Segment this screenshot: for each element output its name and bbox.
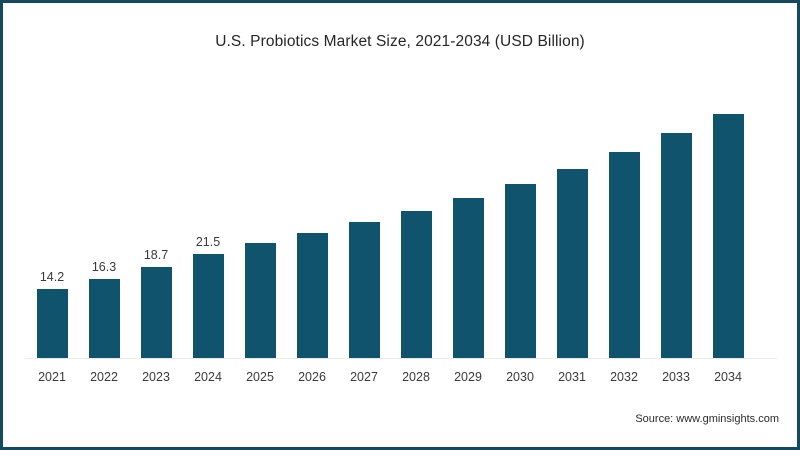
bar-value-label: 21.5: [195, 234, 221, 249]
plot-area: 14.2 2021 16.3 2022 18.7 2023 21.5 2024 2025 2026…: [3, 3, 797, 447]
x-axis-tick-label: 2026: [298, 370, 326, 384]
bar-value-label: 14.2: [39, 269, 65, 284]
x-axis-tick-label: 2033: [662, 370, 690, 384]
bar-group: [88, 278, 120, 358]
bar-value-label: 16.3: [91, 259, 117, 274]
chart-title: U.S. Probiotics Market Size, 2021-2034 (…: [215, 33, 585, 50]
bar[interactable]: [296, 233, 328, 358]
bar[interactable]: [452, 198, 484, 358]
bar-group: [296, 233, 328, 358]
bar-group: [140, 267, 172, 358]
x-axis-tick-label: 2030: [506, 370, 534, 384]
bar-group: [36, 289, 68, 358]
x-axis-tick-label: 2025: [246, 370, 274, 384]
bar[interactable]: [660, 132, 692, 358]
bar[interactable]: [88, 278, 120, 358]
x-axis-tick-label: 2032: [610, 370, 638, 384]
x-axis-tick-label: 2023: [142, 370, 170, 384]
bar[interactable]: [36, 289, 68, 358]
bar-group: [452, 198, 484, 358]
x-axis-tick-label: 2027: [350, 370, 378, 384]
bar[interactable]: [140, 267, 172, 358]
bar-group: [712, 113, 744, 358]
bar-group: [348, 221, 380, 358]
source-note: Source: www.gminsights.com: [635, 413, 779, 425]
bar[interactable]: [244, 243, 276, 358]
x-axis-tick-label: 2029: [454, 370, 482, 384]
bar-group: [660, 132, 692, 358]
bar[interactable]: [400, 211, 432, 358]
x-axis-line: [25, 358, 777, 359]
x-axis-tick-label: 2034: [714, 370, 742, 384]
x-axis-tick-label: 2028: [402, 370, 430, 384]
bar-group: [192, 253, 224, 358]
x-axis-tick-label: 2021: [38, 370, 66, 384]
x-axis-tick-label: 2031: [558, 370, 586, 384]
bar[interactable]: [712, 113, 744, 358]
bar[interactable]: [504, 184, 536, 358]
x-axis-tick-label: 2022: [90, 370, 118, 384]
bar-group: [244, 243, 276, 358]
bar-group: [504, 184, 536, 358]
x-axis-tick-label: 2024: [194, 370, 222, 384]
bar-group: [400, 211, 432, 358]
bar-value-label: 18.7: [143, 248, 169, 263]
bar-group: [608, 151, 640, 358]
bar[interactable]: [192, 253, 224, 358]
bar-group: [556, 168, 588, 358]
bar[interactable]: [608, 151, 640, 358]
bar[interactable]: [556, 168, 588, 358]
bar[interactable]: [348, 221, 380, 358]
